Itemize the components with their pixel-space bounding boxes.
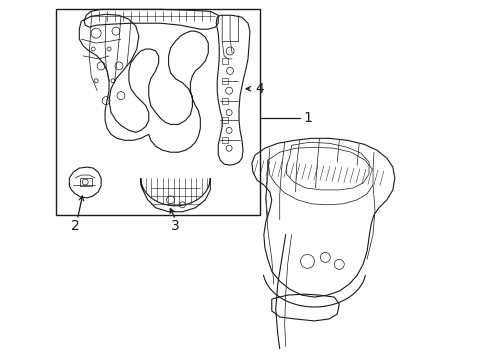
Text: 4: 4 xyxy=(254,82,263,96)
Text: 3: 3 xyxy=(170,219,179,233)
Bar xyxy=(222,58,228,64)
Bar xyxy=(222,78,228,84)
Bar xyxy=(222,98,228,104)
Text: 1: 1 xyxy=(303,112,312,126)
Text: 2: 2 xyxy=(71,219,80,233)
Bar xyxy=(222,117,228,123)
Bar xyxy=(222,137,228,143)
Bar xyxy=(56,9,259,215)
Bar xyxy=(80,178,92,186)
